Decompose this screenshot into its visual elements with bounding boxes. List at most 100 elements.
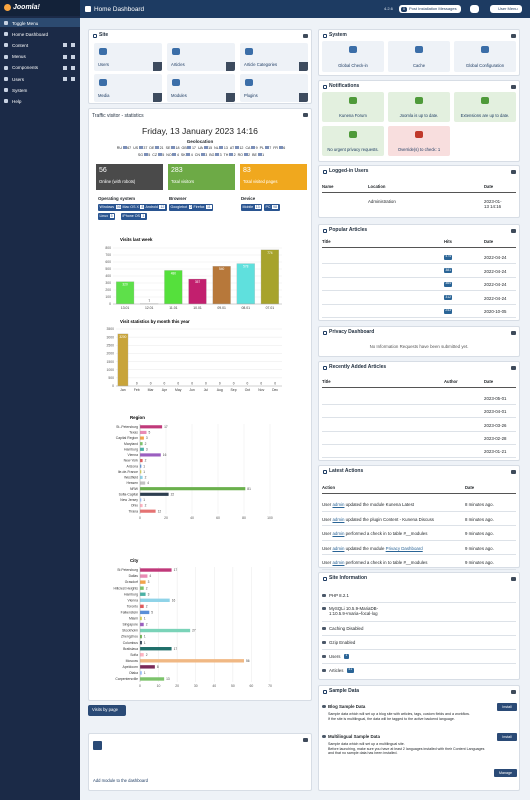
value-label: 2 <box>145 459 147 463</box>
value-label: 0 <box>219 382 221 386</box>
action-user[interactable]: admin <box>332 516 345 522</box>
menu-toggle[interactable] <box>63 43 67 48</box>
action-user[interactable]: admin <box>332 560 345 565</box>
card-options[interactable] <box>511 331 516 335</box>
card-options[interactable] <box>511 229 516 233</box>
stat-label: Total visitors <box>171 179 195 184</box>
y-tick-label: 2500 <box>106 343 114 347</box>
card-options[interactable] <box>511 366 516 370</box>
cell: 2022-04-24 <box>484 295 507 301</box>
value-label: 12 <box>158 509 162 513</box>
tile-label[interactable]: Override(s) to check: 1 <box>397 147 441 152</box>
install-button[interactable]: Install <box>497 703 517 711</box>
menu-icon <box>4 88 8 93</box>
menu-toggle[interactable] <box>71 65 75 70</box>
tile[interactable] <box>240 43 308 71</box>
tile-add[interactable] <box>153 62 162 71</box>
tile-icon <box>99 79 107 86</box>
tile[interactable] <box>94 43 162 71</box>
tile-label[interactable]: Articles <box>171 62 185 67</box>
badge-count: 12 <box>159 205 166 209</box>
tile-label[interactable]: Users <box>98 62 109 67</box>
menu-item[interactable]: Components <box>12 65 39 71</box>
visits-by-page-button[interactable]: Visits by page <box>88 705 126 716</box>
value-label: 56 <box>246 659 250 663</box>
tile-add[interactable] <box>226 62 235 71</box>
user-icon[interactable] <box>470 5 479 13</box>
card-options[interactable] <box>511 690 516 694</box>
tile[interactable] <box>167 43 235 71</box>
add-module-label[interactable]: Add module to the dashboard <box>93 778 148 783</box>
post-install-button[interactable]: 0 Post Installation Messages <box>399 5 461 13</box>
card-options[interactable] <box>303 738 308 742</box>
bar <box>140 447 144 451</box>
menu-item[interactable]: Menus <box>12 54 26 60</box>
value-label: 0 <box>191 382 193 386</box>
tile-label[interactable]: Article Categories <box>244 62 278 67</box>
card-icon <box>323 577 327 581</box>
card-options[interactable] <box>511 170 516 174</box>
y-tick-label: New York <box>124 459 139 463</box>
geo-count: 12 <box>239 146 244 150</box>
menu-toggle[interactable] <box>63 65 67 70</box>
install-button[interactable]: Install <box>497 733 517 741</box>
y-tick-label: Arizona <box>127 464 139 468</box>
card-options[interactable] <box>511 85 516 89</box>
tile-label[interactable]: Media <box>98 93 110 98</box>
group-title: Operating system <box>98 196 136 201</box>
menu-item[interactable]: Users <box>12 76 24 82</box>
button-label[interactable]: Install <box>502 704 512 709</box>
button-label[interactable]: Install <box>502 734 512 739</box>
button-label[interactable]: Manage <box>499 771 512 775</box>
bar <box>140 470 142 474</box>
y-tick-label: Hamburg <box>124 447 138 451</box>
geo-flag <box>154 146 159 149</box>
card-options[interactable] <box>303 34 308 38</box>
value-label: 0 <box>164 382 166 386</box>
tile[interactable] <box>240 74 308 102</box>
card-options[interactable] <box>511 34 516 38</box>
y-tick-label: Hessen <box>127 481 139 485</box>
action-link[interactable]: Privacy Dashboard <box>385 545 423 551</box>
action-user[interactable]: admin <box>332 531 345 536</box>
menu-item[interactable]: Content <box>12 42 29 48</box>
badge-count: 1 <box>141 214 146 218</box>
menu-toggle[interactable] <box>71 54 75 59</box>
tile-add[interactable] <box>299 62 308 71</box>
tile-label[interactable]: Modules <box>171 93 187 98</box>
tile-label[interactable]: Kunena Forum <box>339 113 367 118</box>
tile-add[interactable] <box>299 93 308 102</box>
tile-label[interactable]: Global Configuration <box>465 63 505 68</box>
tile[interactable] <box>167 74 235 102</box>
geo-row: SG 5 CZ 5 NO 4 SK 4 CN 3 BG 3 TH 2 RO 2 BE 1 <box>88 153 312 157</box>
tile-add[interactable] <box>153 93 162 102</box>
manage-button[interactable]: Manage <box>494 769 517 777</box>
menu-toggle[interactable] <box>63 77 67 81</box>
add-icon[interactable] <box>93 741 102 750</box>
menu-item[interactable]: Toggle Menu <box>12 20 39 26</box>
tile-label[interactable]: Extensions are up to date. <box>460 113 510 118</box>
tile-label[interactable]: Plugins <box>244 93 258 98</box>
menu-item[interactable]: System <box>12 87 28 93</box>
menu-toggle[interactable] <box>63 54 67 59</box>
tile-label[interactable]: Cache <box>412 63 426 68</box>
value-label: 1 <box>143 470 145 474</box>
card-options[interactable] <box>511 470 516 474</box>
menu-toggle[interactable] <box>71 77 75 81</box>
menu-item[interactable]: Home Dashboard <box>12 31 49 37</box>
menu-item[interactable]: Help <box>12 98 22 104</box>
tile-label[interactable]: Joomla is up to date. <box>399 113 439 118</box>
card-options[interactable] <box>303 113 308 117</box>
button-label[interactable]: Visits by page <box>92 707 118 713</box>
action-user[interactable]: admin <box>332 545 345 551</box>
tile-label[interactable]: Global Check-in <box>338 63 368 68</box>
menu-toggle[interactable] <box>71 43 75 48</box>
tile-icon <box>245 79 253 86</box>
tile[interactable] <box>94 74 162 102</box>
user-menu-button[interactable]: User Menu <box>490 5 522 13</box>
card-options[interactable] <box>511 577 516 581</box>
tile-label[interactable]: No urgent privacy requests. <box>327 147 379 152</box>
action-prefix: User <box>322 516 332 522</box>
tile-add[interactable] <box>226 93 235 102</box>
action-user[interactable]: admin <box>332 502 345 507</box>
